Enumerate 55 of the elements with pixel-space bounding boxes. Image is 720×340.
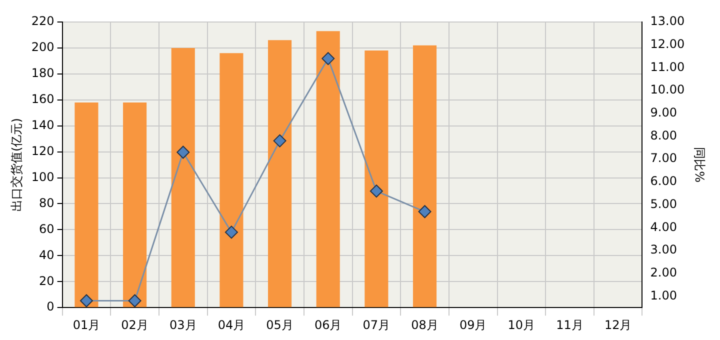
x-tick-label: 04月 — [218, 318, 246, 332]
y-tick-label: 40 — [39, 248, 54, 262]
y2-tick-label: 1.00 — [650, 288, 677, 302]
y-tick-label: 20 — [39, 274, 54, 288]
y2-tick-label: 12.00 — [650, 36, 685, 51]
x-tick-label: 03月 — [169, 318, 197, 332]
y-tick-label: 140 — [31, 118, 54, 132]
y2-tick-label: 8.00 — [650, 128, 677, 142]
y-tick-label: 160 — [31, 92, 54, 106]
point — [418, 205, 432, 218]
y2-tick-label: 10.00 — [650, 82, 685, 97]
y2-tick-label: 7.00 — [650, 151, 677, 166]
bar — [364, 50, 388, 308]
bar — [74, 102, 98, 308]
x-tick-label: 06月 — [314, 318, 342, 332]
y2-tick-label: 9.00 — [650, 106, 677, 120]
bar — [316, 31, 340, 308]
y2-tick-label: 4.00 — [650, 220, 677, 234]
point — [80, 294, 93, 308]
y-tick-label: 220 — [31, 14, 54, 28]
y-tick-label: 100 — [31, 170, 54, 184]
y2-tick-label: 13.00 — [650, 14, 685, 28]
y-tick-label: 120 — [31, 144, 54, 158]
point — [128, 294, 142, 308]
y-axis-title: 出口交货值(亿元) — [9, 118, 24, 212]
y-tick-label: 80 — [39, 196, 54, 210]
point — [224, 226, 238, 239]
x-tick-label: 02月 — [121, 318, 148, 332]
y-tick-label: 180 — [31, 66, 54, 80]
bar — [412, 45, 437, 308]
y-tick-label: 200 — [31, 40, 54, 54]
point — [176, 146, 190, 159]
point — [370, 184, 383, 198]
y2-tick-label: 2.00 — [650, 265, 677, 280]
x-tick-label: 11月 — [556, 318, 584, 332]
y-tick-label: 60 — [39, 222, 54, 236]
x-tick-label: 01月 — [72, 318, 100, 332]
bar — [268, 40, 292, 308]
x-tick-label: 12月 — [604, 318, 632, 332]
y2-tick-label: 6.00 — [650, 174, 677, 188]
y2-tick-label: 3.00 — [650, 242, 677, 257]
y2-tick-label: 5.00 — [650, 196, 677, 211]
y-tick-label: 0 — [46, 300, 54, 314]
x-tick-label: 05月 — [266, 318, 294, 332]
bar — [171, 48, 195, 308]
x-tick-label: 09月 — [459, 318, 487, 332]
bar — [123, 102, 147, 308]
y2-axis-title: 同比% — [692, 147, 707, 183]
bar — [220, 53, 244, 308]
point — [273, 134, 286, 148]
y2-tick-label: 11.00 — [650, 60, 685, 74]
x-tick-label: 10月 — [508, 318, 536, 332]
x-tick-label: 07月 — [362, 318, 390, 332]
x-tick-label: 08月 — [411, 318, 438, 332]
point — [322, 52, 335, 66]
